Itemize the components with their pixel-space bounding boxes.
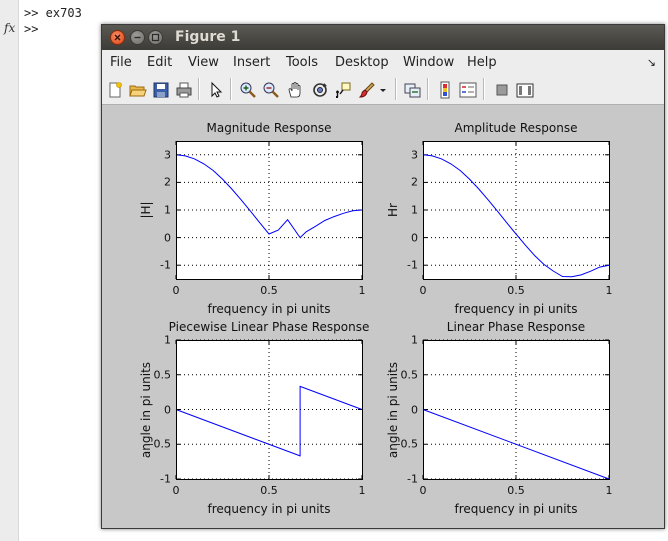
y-tick-label: 2 <box>411 175 418 189</box>
save-icon[interactable] <box>152 81 170 99</box>
menu-tools[interactable]: Tools <box>286 55 319 70</box>
data-series-line <box>422 409 610 480</box>
zoom-in-icon[interactable] <box>239 81 257 99</box>
pan-icon[interactable] <box>286 81 304 99</box>
y-tick-label: -0.5 <box>149 437 171 451</box>
axes-frame <box>176 141 363 280</box>
close-icon <box>114 34 121 41</box>
minimize-window-button[interactable] <box>130 30 145 45</box>
data-series-line <box>422 154 610 278</box>
menu-window[interactable]: Window <box>403 55 455 70</box>
x-tick-label: 0.5 <box>507 284 525 297</box>
x-tick-label: 0 <box>419 484 427 497</box>
y-tick-label: 2 <box>164 175 171 189</box>
plot-title-magnitude: Magnitude Response <box>206 121 332 135</box>
x-tick-label: 0.5 <box>260 284 278 297</box>
y-axis-label: Hr <box>386 203 400 217</box>
x-tick-label: 0.5 <box>507 484 525 497</box>
plot-title-piecewise-phase: Piecewise Linear Phase Response <box>168 320 370 334</box>
brush-icon[interactable] <box>358 81 376 99</box>
plot-title-linear-phase: Linear Phase Response <box>446 320 586 334</box>
y-tick-label: 1 <box>411 333 418 347</box>
y-tick-label: -1 <box>160 472 171 486</box>
axes-frame <box>423 340 610 480</box>
x-tick-label: 0 <box>172 284 180 297</box>
print-icon[interactable] <box>175 81 193 99</box>
open-file-icon[interactable] <box>129 81 147 99</box>
menu-file[interactable]: File <box>110 55 132 70</box>
y-tick-label: -0.5 <box>396 437 418 451</box>
x-axis-label: frequency in pi units <box>207 502 331 516</box>
figure-window: Figure 1 File Edit View Insert Tools Des… <box>101 24 665 529</box>
colorbar-icon[interactable] <box>436 81 454 99</box>
axes-container <box>175 141 610 480</box>
x-axis-label: frequency in pi units <box>207 302 331 316</box>
minimize-icon <box>134 36 141 39</box>
toolbar-separator <box>395 78 397 100</box>
close-window-button[interactable] <box>110 30 125 45</box>
x-axis-label: frequency in pi units <box>454 302 578 316</box>
show-plot-tools-icon[interactable] <box>516 81 534 99</box>
menu-insert[interactable]: Insert <box>233 55 271 70</box>
title-bar[interactable]: Figure 1 <box>102 25 664 50</box>
y-tick-label: -1 <box>407 258 418 272</box>
figure-toolbar <box>102 74 664 105</box>
axes-frame <box>176 340 363 480</box>
window-title: Figure 1 <box>175 29 241 45</box>
link-plot-icon[interactable] <box>404 81 422 99</box>
y-tick-label: 0 <box>164 403 171 416</box>
plot-title-amplitude: Amplitude Response <box>454 121 578 135</box>
zoom-out-icon[interactable] <box>262 81 280 99</box>
brush-dropdown-icon[interactable] <box>378 81 388 99</box>
menu-desktop[interactable]: Desktop <box>335 55 389 70</box>
y-tick-label: 3 <box>411 148 418 162</box>
toolbar-separator <box>483 78 485 100</box>
maximize-window-button[interactable] <box>148 30 163 45</box>
command-window-gutter <box>0 0 19 541</box>
x-tick-label: 1 <box>358 284 366 297</box>
y-tick-label: 1 <box>164 333 171 347</box>
legend-icon[interactable] <box>459 81 477 99</box>
x-tick-label: 0 <box>419 284 427 297</box>
data-series-line <box>175 154 363 239</box>
command-line-1: >> ex703 <box>24 6 82 20</box>
function-browser-icon[interactable]: fx <box>4 21 16 35</box>
y-tick-label: 0.5 <box>153 368 172 382</box>
x-tick-label: 0 <box>172 484 180 497</box>
y-tick-label: 0 <box>164 231 171 245</box>
x-tick-label: 1 <box>358 484 366 497</box>
command-prompt[interactable]: >> <box>24 22 39 36</box>
y-tick-label: 3 <box>164 148 171 162</box>
rotate-icon[interactable] <box>311 81 329 99</box>
toolbar-separator <box>198 78 200 100</box>
y-tick-label: 0.5 <box>400 368 419 382</box>
new-figure-icon[interactable] <box>106 81 124 99</box>
menu-bar: File Edit View Insert Tools Desktop Wind… <box>102 50 664 74</box>
toolbar-separator <box>427 78 429 100</box>
y-tick-label: 1 <box>411 203 418 217</box>
menu-edit[interactable]: Edit <box>147 55 173 70</box>
dock-figure-arrow-icon[interactable]: ↘ <box>646 56 656 69</box>
y-axis-label: |H| <box>139 201 153 219</box>
data-cursor-icon[interactable] <box>334 81 352 99</box>
y-tick-label: 0 <box>411 403 418 416</box>
y-tick-label: -1 <box>407 472 418 486</box>
axes-frame <box>423 141 610 280</box>
y-tick-label: 0 <box>411 231 418 245</box>
x-tick-label: 1 <box>605 284 613 297</box>
menu-view[interactable]: View <box>188 55 219 70</box>
maximize-icon <box>151 33 160 42</box>
y-tick-label: 1 <box>164 203 171 217</box>
menu-help[interactable]: Help <box>467 55 497 70</box>
x-tick-label: 1 <box>605 484 613 497</box>
toolbar-separator <box>230 78 232 100</box>
data-series-line <box>175 385 363 457</box>
y-tick-label: -1 <box>160 258 171 272</box>
x-axis-label: frequency in pi units <box>454 502 578 516</box>
figure-canvas: Magnitude Response Amplitude Response Pi… <box>102 105 664 528</box>
x-tick-label: 0.5 <box>260 484 278 497</box>
pointer-icon[interactable] <box>207 81 225 99</box>
hide-plot-tools-icon[interactable] <box>493 81 511 99</box>
